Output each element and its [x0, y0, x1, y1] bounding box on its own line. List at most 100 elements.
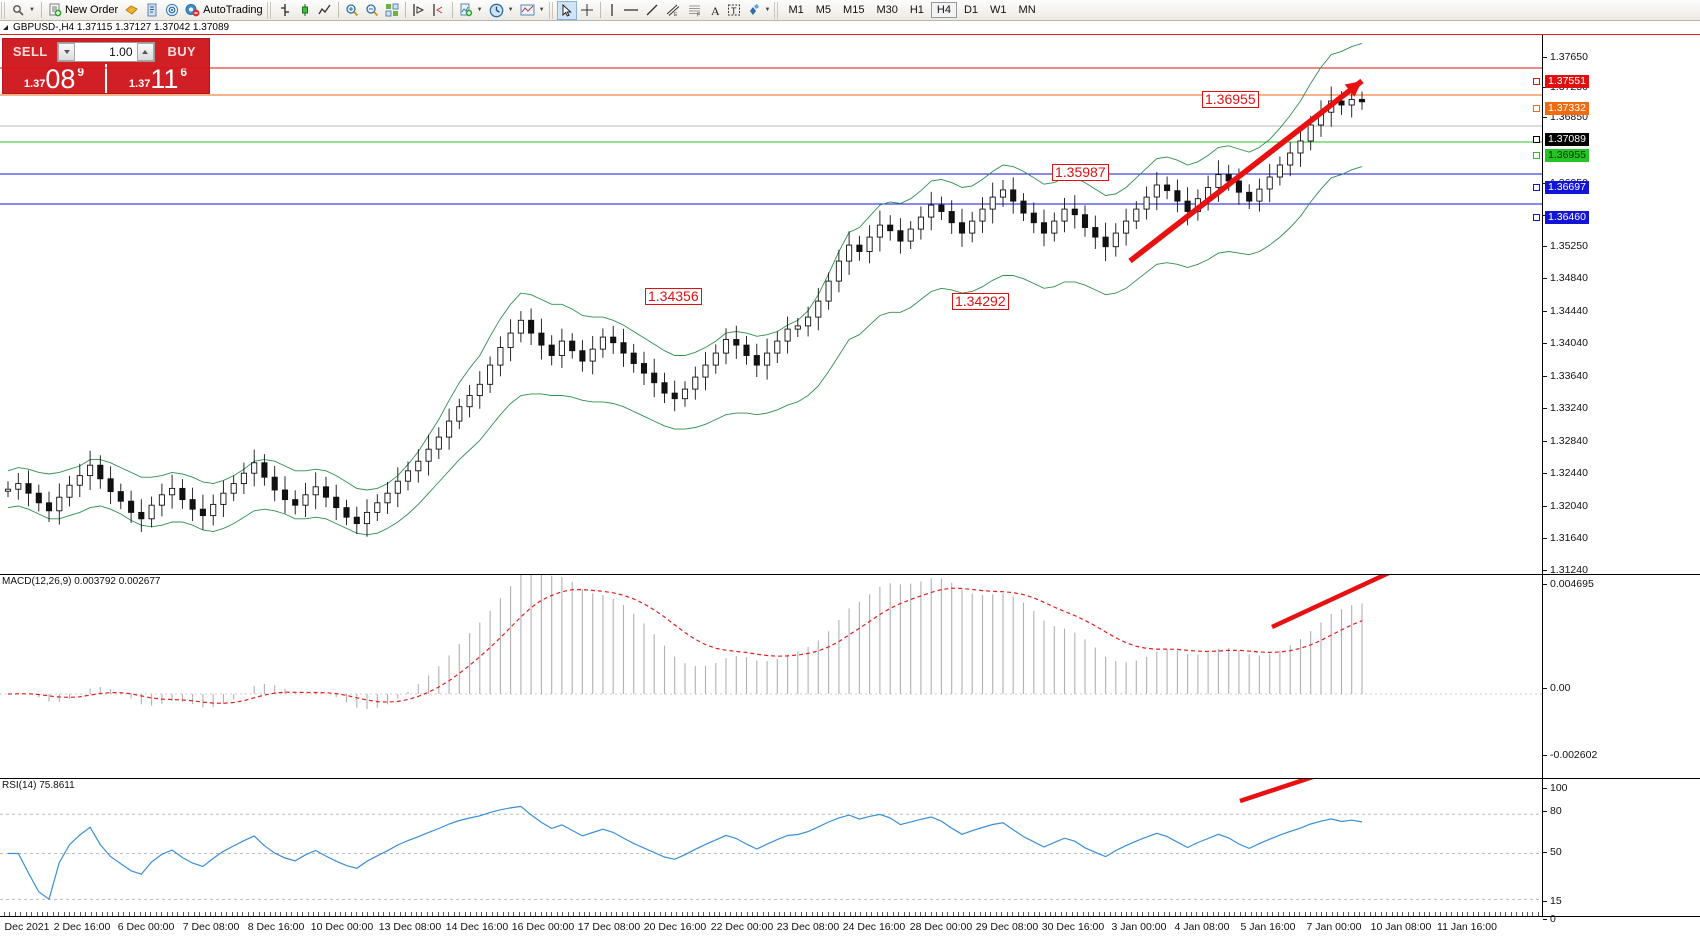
sell-price[interactable]: 1.37 08 9 [3, 64, 105, 93]
toolbar-grip-3[interactable] [548, 1, 555, 19]
rsi-scale[interactable]: 100 80 50 15 0 [1542, 779, 1700, 925]
one-click-trading-panel[interactable]: SELL 1.00 BUY 1.37 08 9 1.37 11 6 [2, 38, 210, 94]
time-axis-tick [188, 912, 190, 916]
indicators-icon[interactable] [142, 1, 162, 20]
time-axis-tick [275, 912, 276, 916]
candle-body [158, 494, 165, 506]
oct-controls-row: SELL 1.00 BUY [3, 39, 209, 64]
volume-stepper[interactable]: 1.00 [57, 41, 155, 62]
timeframe-w1[interactable]: W1 [990, 4, 1007, 16]
toolbar-grip[interactable] [1, 1, 7, 19]
time-axis-tick [876, 912, 878, 916]
add-indicator-icon[interactable]: ▼ [456, 1, 486, 20]
text-icon[interactable]: A [706, 1, 724, 20]
rsi-pane[interactable]: RSI(14) 75.8611 100 80 50 15 0 [0, 778, 1700, 925]
level-handle-icon[interactable] [1533, 78, 1540, 85]
expert-advisors-icon[interactable] [121, 1, 142, 20]
cursor-icon[interactable] [556, 0, 577, 20]
toolbar-grip-2[interactable] [266, 1, 273, 19]
timeframe-d1[interactable]: D1 [963, 4, 979, 16]
shapes-icon[interactable]: ▼ [744, 1, 774, 20]
rsi-plot[interactable] [0, 779, 1542, 916]
timeframe-h4[interactable]: H4 [930, 2, 957, 18]
templates-icon[interactable]: ▼ [517, 1, 548, 20]
price-level-tag[interactable]: 1.36955 [1533, 149, 1589, 162]
candlestick-chart-icon[interactable] [295, 1, 315, 20]
time-axis-tick [990, 912, 992, 916]
time-axis-tick [394, 912, 396, 916]
macd-uptrend-arrow[interactable] [1271, 575, 1460, 630]
chart-cursor-icon[interactable]: ▼ [9, 1, 38, 20]
time-axis-tick [25, 912, 27, 916]
price-uptrend-arrow[interactable] [1128, 78, 1364, 264]
candle-body [415, 460, 422, 472]
new-order-button[interactable]: New Order [45, 1, 121, 20]
bar-chart-icon[interactable] [275, 1, 295, 20]
period-icon[interactable]: ▼ [486, 1, 517, 20]
crosshair-icon[interactable] [577, 1, 597, 20]
macd-pane[interactable]: MACD(12,26,9) 0.003792 0.002677 0.004695… [0, 574, 1700, 778]
timeframe-h1[interactable]: H1 [909, 4, 924, 16]
svg-text:T: T [731, 6, 737, 16]
time-axis-label: 20 Dec 16:00 [643, 921, 707, 933]
chevron-down-icon-3[interactable]: ▼ [507, 7, 514, 13]
price-level-tag[interactable]: 1.36697 [1533, 181, 1589, 194]
volume-decrease-button[interactable] [58, 42, 76, 61]
chart-annotation[interactable]: 1.35987 [1052, 164, 1109, 181]
chart-menu-icon[interactable] [3, 25, 8, 30]
toolbar-grip-4[interactable] [774, 1, 781, 19]
level-handle-icon[interactable] [1533, 184, 1540, 191]
chevron-down-icon-2[interactable]: ▼ [476, 7, 483, 13]
zoom-out-icon[interactable] [362, 1, 382, 20]
timeframe-m5[interactable]: M5 [815, 4, 832, 16]
buy-price[interactable]: 1.37 11 6 [105, 64, 209, 93]
level-handle-icon[interactable] [1533, 136, 1540, 143]
chart-annotation[interactable]: 1.36955 [1202, 91, 1259, 108]
time-axis[interactable]: Dec 2021 2 Dec 16:00 6 Dec 00:00 7 Dec 08:0… [0, 912, 1700, 938]
zoom-in-icon[interactable] [342, 1, 362, 20]
tile-windows-icon[interactable] [382, 1, 402, 20]
level-handle-icon[interactable] [1533, 105, 1540, 112]
macd-scale[interactable]: 0.004695 0.00 -0.002602 [1542, 575, 1700, 778]
price-level-tag[interactable]: 1.37551 [1533, 75, 1589, 88]
horizontal-line-icon[interactable] [620, 1, 642, 20]
price-axis-tick: 1.32040 [1543, 500, 1588, 512]
timeframe-mn[interactable]: MN [1018, 4, 1036, 16]
price-scale[interactable]: 1.376501.372501.368501.360501.356501.352… [1533, 35, 1700, 576]
timeframe-m1[interactable]: M1 [788, 4, 804, 16]
buy-button[interactable]: BUY [167, 44, 197, 59]
rsi-uptrend-arrow[interactable] [1239, 779, 1352, 804]
time-axis-tick [134, 912, 136, 916]
volume-value[interactable]: 1.00 [109, 44, 133, 59]
auto-scroll-icon[interactable] [429, 1, 449, 20]
text-label-icon[interactable]: T [724, 1, 744, 20]
timeframe-m30[interactable]: M30 [876, 4, 898, 16]
price-level-tag[interactable]: 1.37332 [1533, 102, 1589, 115]
chevron-down-icon-4[interactable]: ▼ [538, 7, 545, 13]
chart-annotation[interactable]: 1.34356 [645, 288, 702, 305]
shift-end-icon[interactable] [409, 1, 429, 20]
autotrading-button[interactable]: AutoTrading [182, 1, 266, 20]
price-level-tag[interactable]: 1.37089 [1533, 133, 1589, 146]
time-axis-tick [426, 912, 428, 916]
timeframe-m15[interactable]: M15 [843, 4, 865, 16]
line-chart-icon[interactable] [315, 1, 335, 20]
chevron-down-icon-5[interactable]: ▼ [764, 7, 771, 13]
macd-plot[interactable] [0, 575, 1542, 778]
sell-button[interactable]: SELL [12, 44, 48, 59]
signals-icon[interactable] [162, 1, 182, 20]
trendline-icon[interactable] [642, 1, 662, 20]
level-handle-icon[interactable] [1533, 214, 1540, 221]
fibonacci-icon[interactable]: F [684, 1, 706, 20]
price-pane[interactable]: 1.376501.372501.368501.360501.356501.352… [0, 35, 1700, 576]
chevron-down-icon[interactable]: ▼ [29, 7, 35, 13]
chart-annotation[interactable]: 1.34292 [952, 293, 1009, 310]
vertical-line-icon[interactable] [604, 1, 620, 20]
price-level-tag[interactable]: 1.36460 [1533, 211, 1589, 224]
price-plot[interactable] [0, 35, 1542, 574]
candle-body [1040, 222, 1048, 234]
level-handle-icon[interactable] [1533, 152, 1540, 159]
equidistant-channel-icon[interactable]: E [662, 1, 684, 20]
time-axis-tick [1315, 912, 1317, 916]
volume-increase-button[interactable] [136, 42, 154, 61]
